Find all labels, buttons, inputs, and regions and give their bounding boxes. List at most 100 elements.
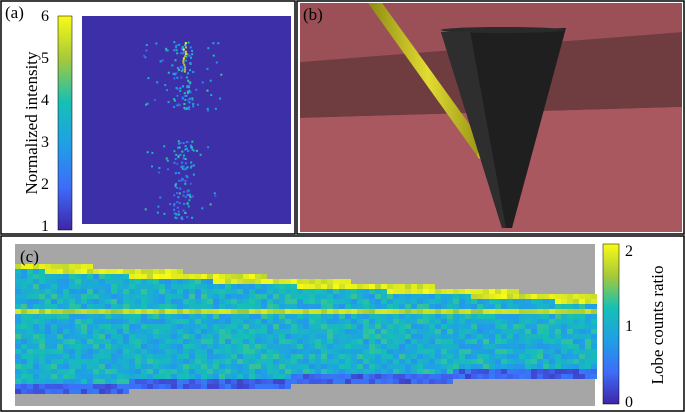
heatmap-cell [15, 364, 21, 369]
speckle [191, 53, 194, 56]
heatmap-cell [45, 324, 51, 329]
heatmap-cell [369, 299, 375, 304]
heatmap-cell [111, 344, 117, 349]
heatmap-cell [501, 344, 507, 349]
speckle [182, 165, 185, 168]
heatmap-cell [555, 344, 561, 349]
heatmap-cell [213, 289, 219, 294]
heatmap-cell [111, 284, 117, 289]
heatmap-cell [165, 369, 171, 374]
heatmap-cell [63, 384, 69, 389]
heatmap-cell [45, 289, 51, 294]
heatmap-cell [585, 309, 591, 314]
heatmap-cell [135, 374, 141, 379]
heatmap-cell [429, 339, 435, 344]
heatmap-cell [291, 304, 297, 309]
heatmap-cell [165, 359, 171, 364]
heatmap-cell [225, 334, 231, 339]
heatmap-cell [171, 374, 177, 379]
heatmap-cell [63, 354, 69, 359]
heatmap-cell [531, 319, 537, 324]
heatmap-cell [501, 334, 507, 339]
heatmap-cell [111, 349, 117, 354]
heatmap-cell [81, 329, 87, 334]
heatmap-cell [75, 269, 81, 274]
heatmap-cell [195, 349, 201, 354]
heatmap-cell [405, 294, 411, 299]
heatmap-cell [411, 309, 417, 314]
heatmap-cell [399, 354, 405, 359]
heatmap-cell [387, 319, 393, 324]
heatmap-cell [363, 374, 369, 379]
heatmap-cell [399, 344, 405, 349]
heatmap-cell [567, 359, 573, 364]
speckle [180, 179, 183, 182]
heatmap-cell [183, 289, 189, 294]
heatmap-cell [153, 364, 159, 369]
heatmap-cell [117, 299, 123, 304]
heatmap-cell [81, 289, 87, 294]
heatmap-cell [75, 369, 81, 374]
heatmap-cell [369, 359, 375, 364]
heatmap-cell [429, 369, 435, 374]
heatmap-cell [117, 339, 123, 344]
heatmap-cell [429, 359, 435, 364]
heatmap-cell [141, 359, 147, 364]
heatmap-cell [105, 284, 111, 289]
heatmap-cell [369, 314, 375, 319]
heatmap-cell [393, 374, 399, 379]
heatmap-cell [45, 384, 51, 389]
heatmap-cell [291, 279, 297, 284]
speckle [188, 108, 191, 111]
heatmap-cell [327, 324, 333, 329]
heatmap-cell [75, 359, 81, 364]
speckle [181, 96, 184, 99]
heatmap-cell [111, 359, 117, 364]
heatmap-cell [219, 289, 225, 294]
heatmap-cell [177, 289, 183, 294]
heatmap-cell [327, 339, 333, 344]
heatmap-cell [27, 329, 33, 334]
heatmap-cell [381, 304, 387, 309]
heatmap-cell [87, 379, 93, 384]
speckle [175, 182, 178, 185]
heatmap-cell [423, 344, 429, 349]
heatmap-cell [45, 334, 51, 339]
heatmap-cell [249, 359, 255, 364]
heatmap-cell [153, 374, 159, 379]
heatmap-cell [561, 324, 567, 329]
heatmap-cell [477, 304, 483, 309]
heatmap-cell [63, 319, 69, 324]
heatmap-cell [99, 284, 105, 289]
speckle [183, 202, 186, 205]
heatmap-cell [579, 329, 585, 334]
heatmap-cell [351, 359, 357, 364]
heatmap-cell [249, 374, 255, 379]
heatmap-cell [315, 334, 321, 339]
speckle [186, 202, 189, 205]
heatmap-cell [537, 344, 543, 349]
heatmap-cell [543, 369, 549, 374]
speckle [219, 97, 222, 100]
heatmap-cell [381, 309, 387, 314]
heatmap-cell [93, 339, 99, 344]
heatmap-cell [387, 344, 393, 349]
heatmap-cell [57, 349, 63, 354]
heatmap-cell [507, 359, 513, 364]
heatmap-cell [189, 369, 195, 374]
heatmap-cell [327, 354, 333, 359]
heatmap-cell [465, 299, 471, 304]
heatmap-cell [543, 324, 549, 329]
heatmap-cell [135, 364, 141, 369]
heatmap-cell [417, 379, 423, 384]
heatmap-cell [423, 364, 429, 369]
heatmap-cell [447, 294, 453, 299]
heatmap-cell [201, 289, 207, 294]
speckle [173, 204, 176, 207]
heatmap-cell [177, 369, 183, 374]
speckle [185, 147, 188, 150]
heatmap-cell [75, 374, 81, 379]
heatmap-cell [225, 369, 231, 374]
heatmap-cell [189, 339, 195, 344]
heatmap-cell [483, 309, 489, 314]
